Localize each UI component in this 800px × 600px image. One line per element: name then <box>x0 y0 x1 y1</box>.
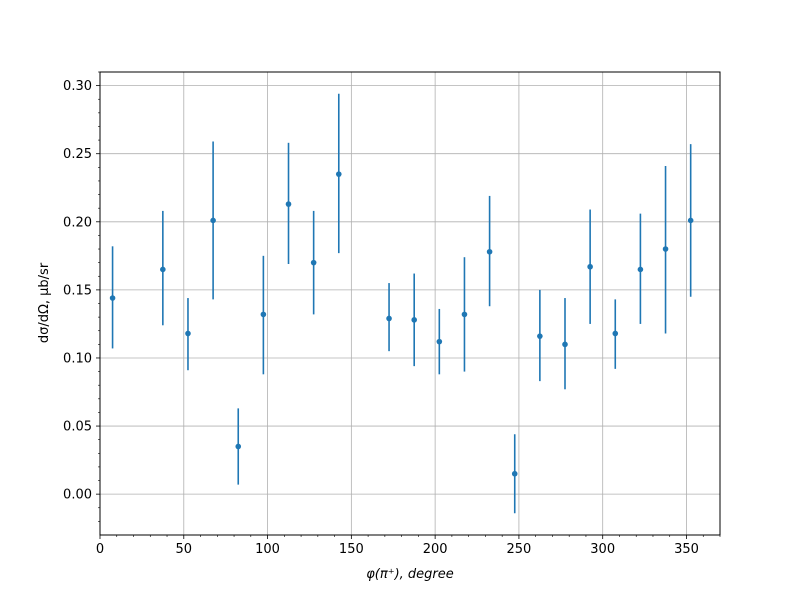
data-point <box>461 311 468 318</box>
data-point <box>109 295 116 301</box>
data-point <box>411 317 417 323</box>
data-point <box>562 341 568 348</box>
data-point <box>210 217 216 224</box>
data-point <box>537 333 543 339</box>
x-tick-label: 250 <box>507 542 532 557</box>
data-point <box>587 263 593 270</box>
data-point <box>386 315 392 322</box>
x-tick-label: 0 <box>96 542 104 557</box>
data-point <box>662 246 669 252</box>
x-tick-label: 350 <box>674 542 699 557</box>
data-point <box>335 171 342 177</box>
x-tick-label: 100 <box>255 542 280 557</box>
data-point <box>185 330 191 337</box>
grid <box>99 72 720 535</box>
y-tick-label: 0.15 <box>63 283 92 298</box>
y-tick-label: 0.00 <box>63 488 92 503</box>
data-point <box>637 266 644 273</box>
y-tick-label: 0.30 <box>63 79 92 94</box>
y-tick-label: 0.25 <box>63 147 92 162</box>
y-tick-label: 0.10 <box>63 351 92 366</box>
data-point <box>160 266 166 273</box>
x-tick-label: 50 <box>176 542 193 557</box>
data-points <box>109 171 694 477</box>
y-tick-label: 0.20 <box>63 215 92 230</box>
y-axis-ticks: 0.00 0.05 0.10 0.15 0.20 0.25 0.30 <box>63 71 100 522</box>
data-point <box>486 248 493 255</box>
data-point <box>612 330 619 337</box>
data-point <box>235 443 242 450</box>
y-tick-label: 0.05 <box>63 420 92 435</box>
plot-background <box>100 72 720 535</box>
y-axis-label: dσ/dΩ, μb/sr <box>37 262 52 343</box>
data-point <box>511 470 518 477</box>
x-tick-label: 200 <box>423 542 448 557</box>
x-tick-label: 300 <box>590 542 615 557</box>
data-point <box>436 338 443 345</box>
x-axis-ticks: 0 50 100 150 200 250 300 350 <box>96 535 721 557</box>
data-point <box>285 201 292 207</box>
x-tick-label: 150 <box>339 542 364 557</box>
data-point <box>260 311 267 318</box>
data-point <box>687 217 694 224</box>
x-axis-label: φ(π⁺), degree <box>366 567 454 582</box>
data-point <box>310 259 317 266</box>
